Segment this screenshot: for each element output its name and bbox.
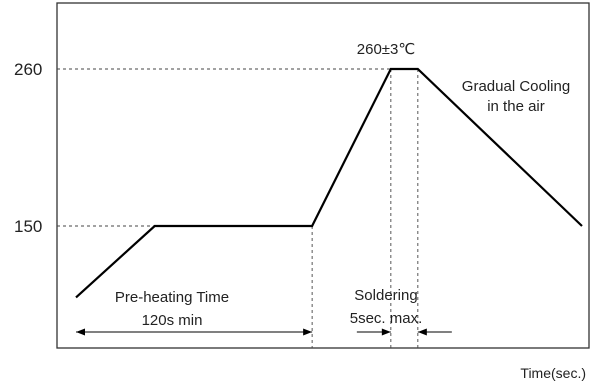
guide-lines — [57, 68, 419, 348]
preheat-label-line1: Pre-heating Time — [115, 289, 229, 306]
y-tick-260: 260 — [14, 60, 42, 79]
dimension-arrows — [76, 328, 452, 336]
peak-temperature-label: 260±3℃ — [357, 41, 415, 58]
cooling-label-line2: in the air — [487, 98, 545, 115]
cooling-label-line1: Gradual Cooling — [462, 78, 570, 95]
soldering-label-line2: 5sec. max. — [350, 310, 423, 327]
profile-line-group — [75, 67, 583, 299]
y-tick-150: 150 — [14, 217, 42, 236]
temperature-profile-line — [75, 67, 583, 299]
preheat-label-line2: 120s min — [142, 312, 203, 329]
preheat-arrow-left-head — [76, 328, 85, 336]
x-axis-label: Time(sec.) — [520, 365, 586, 381]
solder-arrow-right-head — [417, 328, 427, 336]
preheat-arrow-right-head — [303, 328, 313, 336]
solder-arrow-left-head — [381, 328, 391, 336]
plot-frame — [56, 2, 590, 349]
soldering-label-line1: Soldering — [354, 287, 417, 304]
